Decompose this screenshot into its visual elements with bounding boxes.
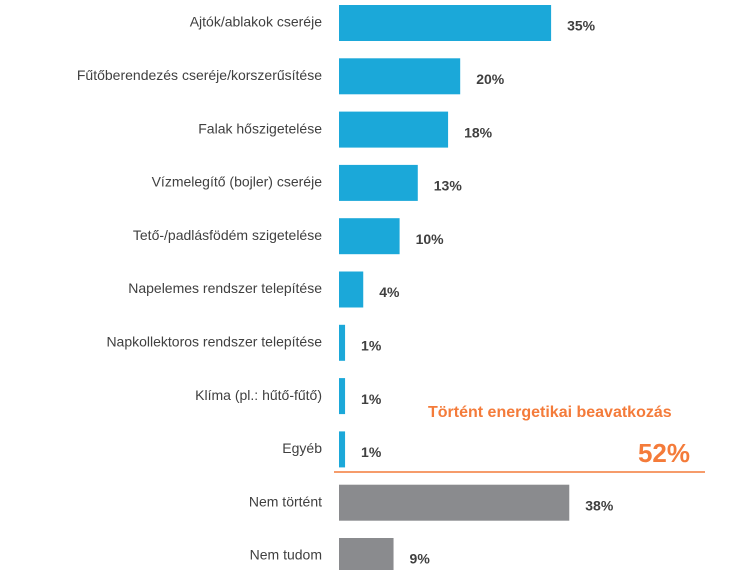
category-label: Napelemes rendszer telepítése — [128, 280, 322, 296]
bar — [339, 5, 552, 41]
category-label: Tető-/padlásfödém szigetelése — [133, 227, 322, 243]
value-label: 1% — [361, 444, 382, 460]
category-label: Ajtók/ablakok cseréje — [190, 14, 323, 30]
category-label: Falak hőszigetelése — [198, 120, 322, 136]
bar — [339, 378, 346, 415]
bar — [339, 538, 394, 570]
value-label: 9% — [410, 551, 431, 567]
bar — [339, 111, 449, 148]
category-label: Nem tudom — [250, 547, 322, 563]
value-label: 10% — [416, 231, 445, 247]
bar — [339, 164, 418, 201]
value-label: 18% — [464, 124, 493, 140]
annotation-value: 52% — [638, 438, 690, 468]
value-label: 4% — [379, 284, 400, 300]
value-label: 1% — [361, 338, 382, 354]
bar — [339, 431, 346, 468]
category-label: Nem történt — [249, 493, 322, 509]
bar — [339, 271, 364, 308]
bar — [339, 218, 400, 255]
category-label: Napkollektoros rendszer telepítése — [106, 334, 322, 350]
value-label: 20% — [476, 71, 505, 87]
category-label: Vízmelegítő (bojler) cseréje — [152, 174, 323, 190]
category-label: Fűtőberendezés cseréje/korszerűsítése — [77, 67, 322, 83]
category-label: Egyéb — [282, 440, 322, 456]
value-label: 38% — [585, 497, 614, 513]
value-label: 1% — [361, 391, 382, 407]
bar — [339, 58, 461, 95]
category-label: Klíma (pl.: hűtő-fűtő) — [195, 387, 322, 403]
bar — [339, 484, 570, 521]
bar — [339, 324, 346, 361]
value-label: 35% — [567, 18, 596, 34]
annotation-text: Történt energetikai beavatkozás — [428, 404, 672, 421]
value-label: 13% — [434, 178, 463, 194]
